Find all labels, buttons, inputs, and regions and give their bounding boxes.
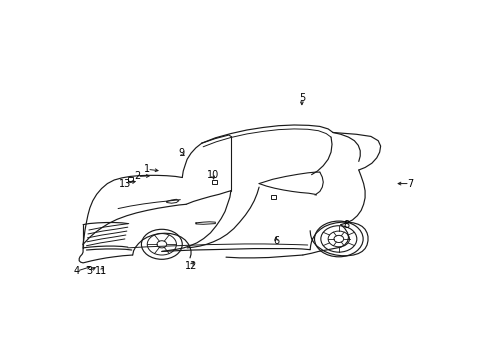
Text: 6: 6 [272, 236, 279, 246]
Bar [271, 195, 276, 199]
Text: 1: 1 [144, 164, 150, 174]
Text: 8: 8 [343, 220, 349, 230]
Bar [127, 177, 132, 181]
Text: 3: 3 [86, 266, 92, 276]
Text: 11: 11 [95, 266, 107, 276]
Text: 13: 13 [119, 179, 131, 189]
Text: 5: 5 [298, 93, 305, 103]
Text: 12: 12 [184, 261, 197, 271]
Bar [211, 180, 216, 184]
Text: 10: 10 [206, 170, 219, 180]
Text: 7: 7 [406, 179, 412, 189]
Text: 2: 2 [134, 171, 141, 181]
Text: 4: 4 [74, 266, 80, 276]
Text: 9: 9 [178, 148, 184, 158]
